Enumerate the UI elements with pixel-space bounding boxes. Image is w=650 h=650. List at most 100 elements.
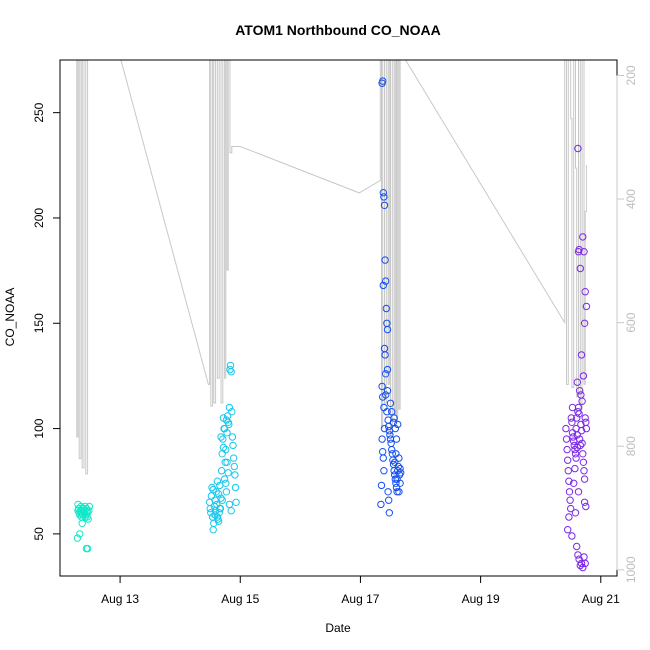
- data-point: [582, 502, 590, 511]
- data-point: [224, 469, 232, 477]
- data-point: [578, 439, 586, 447]
- data-point: [562, 435, 571, 443]
- secondary-tick-label: 200: [624, 65, 638, 85]
- y-tick-label: 50: [32, 527, 46, 541]
- data-point: [580, 467, 588, 475]
- chart-title: ATOM1 Northbound CO_NOAA: [235, 22, 441, 38]
- data-point: [581, 414, 589, 422]
- data-point: [573, 431, 581, 439]
- data-point: [577, 559, 586, 568]
- data-point: [564, 467, 572, 475]
- data-point: [581, 559, 589, 568]
- series-2: [205, 361, 240, 534]
- data-point: [380, 424, 389, 433]
- data-point: [574, 551, 582, 559]
- data-point: [390, 414, 398, 422]
- data-point: [378, 435, 386, 443]
- data-point: [229, 441, 237, 450]
- data-point: [571, 445, 579, 454]
- data-point: [222, 488, 231, 496]
- data-point: [580, 498, 589, 506]
- data-point: [83, 507, 91, 515]
- data-point: [78, 519, 86, 527]
- data-point: [380, 201, 389, 210]
- data-point: [580, 248, 588, 256]
- data-point: [382, 277, 390, 285]
- series-4: [562, 144, 591, 572]
- data-point: [563, 445, 571, 454]
- data-point: [379, 448, 387, 456]
- data-point: [222, 416, 231, 424]
- data-point: [392, 435, 401, 443]
- data-point: [564, 526, 572, 534]
- data-point: [568, 418, 576, 426]
- data-point: [211, 511, 219, 519]
- data-point: [214, 517, 223, 525]
- data-point: [388, 445, 396, 454]
- data-point: [576, 264, 584, 273]
- data-point: [379, 281, 387, 290]
- data-point: [383, 408, 391, 416]
- data-point: [395, 488, 403, 496]
- data-point: [218, 496, 226, 504]
- data-point: [83, 544, 92, 553]
- data-point: [393, 475, 401, 483]
- data-point: [567, 504, 575, 513]
- data-point: [565, 513, 573, 521]
- data-point: [76, 530, 84, 538]
- data-point: [74, 507, 82, 515]
- data-point: [225, 500, 234, 509]
- data-point: [397, 469, 405, 477]
- x-tick-label: Aug 15: [221, 592, 259, 606]
- data-point: [383, 365, 392, 374]
- y-axis-label: CO_NOAA: [3, 288, 17, 347]
- data-point: [577, 427, 586, 435]
- data-point: [572, 454, 580, 462]
- data-point: [207, 509, 215, 517]
- data-point: [378, 382, 386, 391]
- data-point: [210, 519, 218, 527]
- series-1: [73, 500, 94, 553]
- data-point: [218, 450, 226, 458]
- plot-frame: [59, 59, 618, 577]
- data-point: [227, 507, 235, 515]
- data-point: [580, 475, 589, 483]
- data-point: [384, 488, 392, 496]
- data-point: [571, 464, 579, 473]
- data-point: [576, 387, 584, 395]
- data-point: [228, 433, 237, 441]
- data-point: [386, 431, 394, 439]
- data-point: [385, 496, 393, 504]
- data-point: [219, 443, 228, 452]
- data-point: [575, 245, 583, 254]
- x-axis-label: Date: [325, 621, 351, 635]
- data-point: [220, 475, 229, 483]
- data-point: [562, 424, 570, 433]
- data-point: [379, 454, 387, 462]
- data-point: [574, 144, 582, 153]
- data-point: [225, 420, 233, 429]
- data-point: [222, 445, 230, 454]
- data-point: [220, 424, 229, 433]
- data-points-layer: [73, 77, 591, 572]
- data-point: [391, 458, 399, 466]
- data-point: [392, 450, 400, 458]
- data-point: [229, 454, 238, 462]
- data-point: [569, 433, 577, 441]
- data-point: [85, 502, 94, 511]
- data-point: [222, 479, 230, 487]
- data-point: [579, 233, 587, 241]
- data-point: [225, 403, 234, 412]
- data-point: [209, 485, 217, 494]
- data-point: [381, 256, 389, 264]
- data-point: [377, 500, 385, 509]
- secondary-tick-label: 600: [624, 312, 638, 332]
- data-point: [380, 193, 388, 201]
- data-point: [568, 532, 576, 540]
- data-point: [79, 504, 87, 513]
- data-point: [382, 370, 390, 378]
- data-point: [226, 361, 235, 370]
- secondary-tick-label: 1000: [624, 556, 638, 583]
- x-tick-label: Aug 13: [101, 592, 139, 606]
- data-point: [568, 429, 577, 437]
